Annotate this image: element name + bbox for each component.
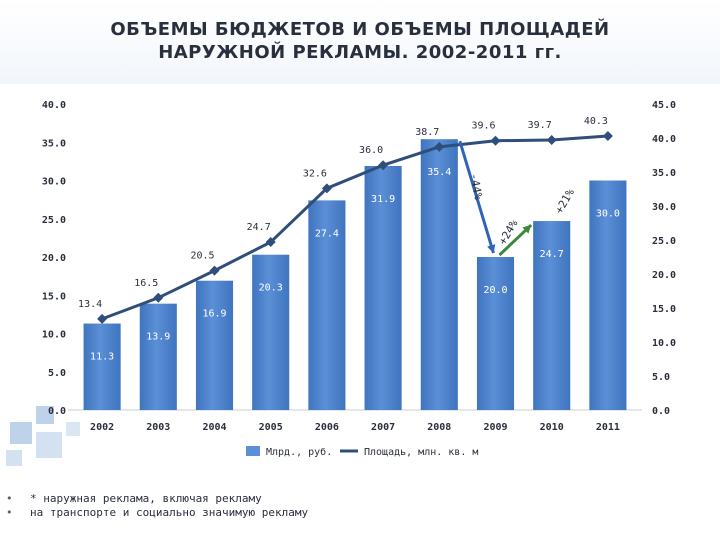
line-point [378, 160, 389, 171]
page-title: ОБЪЕМЫ БЮДЖЕТОВ И ОБЪЕМЫ ПЛОЩАДЕЙ НАРУЖН… [40, 18, 680, 64]
legend-line-label: Площадь, млн. кв. м [364, 447, 478, 458]
x-tick-label: 2006 [315, 422, 339, 433]
line-data-label: 39.7 [528, 120, 552, 131]
bar [252, 254, 290, 410]
x-tick-label: 2010 [540, 422, 564, 433]
right-tick-label: 0.0 [652, 406, 670, 417]
line-point [153, 292, 164, 303]
bar [195, 280, 234, 410]
bar [589, 180, 627, 410]
right-tick-label: 5.0 [652, 372, 670, 383]
x-tick-label: 2009 [483, 422, 507, 433]
line-data-label: 20.5 [190, 251, 214, 262]
x-tick-label: 2007 [371, 422, 395, 433]
left-tick-label: 35.0 [42, 138, 66, 149]
line-point [97, 313, 108, 324]
left-tick-label: 25.0 [42, 215, 66, 226]
bar-data-label: 16.9 [202, 309, 226, 320]
line-data-label: 16.5 [134, 278, 158, 289]
chart: 0.0 5.0 10.0 15.0 20.0 25.0 30.0 35.0 40.0 0.0 5.0… [42, 100, 676, 458]
line-point [209, 265, 220, 276]
bullet-1: • [6, 492, 13, 505]
legend-bar-label: Млрд., руб. [266, 446, 332, 458]
right-tick-label: 35.0 [652, 168, 676, 179]
right-tick-label: 25.0 [652, 236, 676, 247]
line-point [321, 183, 332, 194]
bar-data-label: 11.3 [90, 352, 114, 363]
bar [476, 257, 515, 410]
right-tick-label: 30.0 [652, 202, 676, 213]
title-band [0, 0, 720, 84]
line-data-label: 32.6 [303, 168, 327, 179]
line-point [265, 237, 276, 248]
left-tick-label: 15.0 [42, 291, 66, 302]
line-data-label: 24.7 [247, 222, 271, 233]
line-data-label: 39.6 [471, 121, 495, 132]
annotation-decline: -44% [467, 172, 484, 201]
x-tick-label: 2005 [259, 422, 283, 433]
arrow-down-head [487, 244, 496, 253]
line-data-label: 38.7 [415, 127, 439, 138]
x-tick-label: 2002 [90, 422, 114, 433]
decorative-squares [0, 392, 120, 512]
bar-data-label: 20.3 [259, 283, 283, 294]
bar-data-label: 35.4 [427, 167, 451, 178]
bar [308, 200, 346, 410]
bar [533, 221, 571, 410]
right-tick-label: 20.0 [652, 270, 676, 281]
line-point [490, 135, 501, 146]
bar [83, 323, 121, 410]
bar-data-label: 24.7 [540, 249, 564, 260]
arrow-down-shaft [458, 140, 495, 254]
left-tick-label: 0.0 [48, 406, 66, 417]
bar-data-label: 31.9 [371, 194, 395, 205]
left-tick-label: 30.0 [42, 177, 66, 188]
x-tick-label: 2004 [202, 422, 226, 433]
bullet-2: • [6, 506, 13, 519]
right-tick-label: 40.0 [652, 134, 676, 145]
title-line-1: ОБЪЕМЫ БЮДЖЕТОВ И ОБЪЕМЫ ПЛОЩАДЕЙ [110, 19, 610, 40]
footnote-line-2: • на транспорте и социально значимую рек… [6, 506, 706, 520]
annotation-growth-1: +24% [496, 217, 521, 247]
x-tick-label: 2003 [146, 422, 170, 433]
bar-data-label: 13.9 [146, 332, 170, 343]
bar-data-label: 30.0 [596, 209, 620, 220]
series-line [101, 134, 609, 321]
arrow-up-1-head [522, 225, 532, 234]
left-tick-label: 40.0 [42, 100, 66, 111]
bar [139, 303, 177, 410]
bar [420, 139, 458, 410]
annotation-growth-2: +21% [553, 186, 578, 216]
left-tick-label: 5.0 [48, 368, 66, 379]
bar-data-label: 20.0 [483, 285, 507, 296]
footnote-text-2: на транспорте и социально значимую рекла… [30, 506, 309, 519]
line-point [434, 141, 445, 152]
right-tick-label: 45.0 [652, 100, 676, 111]
x-tick-label: 2011 [596, 422, 620, 433]
footnote-text-1: * наружная реклама, включая рекламу [30, 492, 262, 505]
footnote: • * наружная реклама, включая рекламу • … [6, 492, 706, 520]
left-tick-label: 10.0 [42, 330, 66, 341]
bar-data-label: 27.4 [315, 228, 339, 239]
legend-bar-swatch [246, 446, 260, 456]
line-data-label: 40.3 [584, 116, 608, 127]
left-tick-label: 20.0 [42, 253, 66, 264]
line-data-label: 13.4 [78, 299, 102, 310]
line-point [602, 130, 613, 141]
title-line-2: НАРУЖНОЙ РЕКЛАМЫ. 2002-2011 гг. [158, 42, 562, 63]
bar [364, 165, 402, 410]
footnote-line-1: • * наружная реклама, включая рекламу [6, 492, 706, 506]
x-tick-label: 2008 [427, 422, 451, 433]
right-tick-label: 15.0 [652, 304, 676, 315]
right-tick-label: 10.0 [652, 338, 676, 349]
line-point [546, 135, 557, 146]
line-data-label: 36.0 [359, 145, 383, 156]
